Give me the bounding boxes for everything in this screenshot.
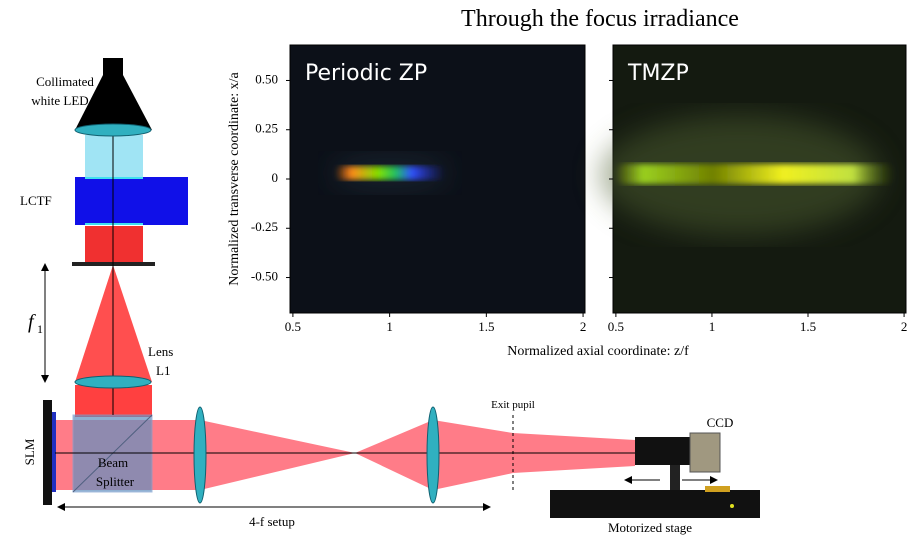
lens [74,375,152,389]
label: Beam [98,455,128,470]
filter [85,135,143,177]
label: 4-f setup [249,514,295,529]
label: CCD [707,415,734,430]
x-axis-label: Normalized axial coordinate: z/f [507,344,689,359]
label: f [28,311,36,333]
lens [193,406,207,504]
label: LCTF [20,193,52,208]
x-tick-label: 1 [386,319,393,334]
x-tick-label: 1.5 [800,319,816,334]
x-tick-label: 1 [709,319,716,334]
y-tick-label: 0.50 [255,71,278,86]
beam [85,226,143,262]
panel-1: Periodic ZP [289,44,586,314]
panel-label: TMZP [627,61,689,86]
y-tick-label: -0.50 [251,269,278,284]
y-axis-label: Normalized transverse coordinate: x/a [227,72,242,286]
label: Collimated [36,74,94,89]
x-tick-label: 0.5 [608,319,624,334]
lctf [75,177,188,225]
x-tick-label: 2 [580,319,587,334]
ccd-tube [635,437,690,465]
x-tick-label: 2 [901,319,908,334]
label: Splitter [96,474,135,489]
y-tick-label: 0 [272,170,279,185]
lens [426,406,440,504]
panel-2: TMZP [600,44,907,314]
led [103,58,123,76]
slm [43,400,52,505]
focus [335,166,445,180]
y-tick-label: -0.25 [251,219,278,234]
stage [550,490,760,518]
x-tick-label: 1.5 [478,319,494,334]
lens [74,123,152,137]
x-tick-label: 0.5 [285,319,301,334]
setup: Collimated white LED LCTF f 1 Lens L1 SL… [20,58,760,535]
panel-label: Periodic ZP [305,61,427,86]
label: L1 [156,363,170,378]
focus [615,164,895,184]
label: 1 [37,322,43,336]
ccd [689,432,721,473]
title: Through the focus irradiance [461,6,739,32]
label: Exit pupil [491,399,535,411]
led [75,75,152,130]
y-tick-label: 0.25 [255,121,278,136]
label: white LED [31,93,88,108]
label: Lens [148,344,173,359]
label: SLM [22,438,37,465]
label: Motorized stage [608,520,692,535]
